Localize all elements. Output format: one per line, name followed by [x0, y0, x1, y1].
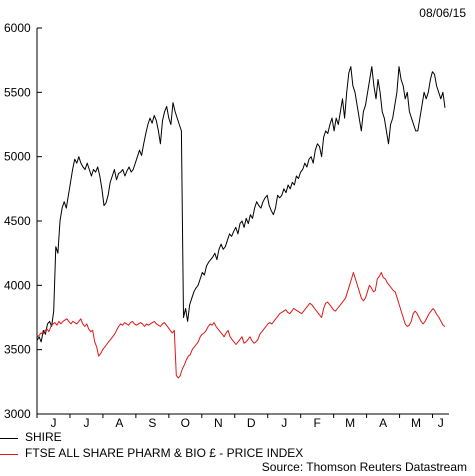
x-tick-label: O [181, 416, 190, 430]
series-line-shire [36, 66, 446, 343]
x-tick-label: J [50, 416, 56, 430]
x-tick-label: A [115, 416, 123, 430]
x-tick-label: F [313, 416, 320, 430]
y-tick-label: 4000 [4, 278, 31, 292]
source-credit: Source: Thomson Reuters Datastream [261, 460, 467, 474]
chart-date: 08/06/15 [419, 6, 466, 20]
series-line-ftse [36, 272, 446, 379]
x-tick-label: N [214, 416, 223, 430]
legend-label-ftse: FTSE ALL SHARE PHARM & BIO £ - PRICE IND… [25, 446, 304, 460]
y-tick-label: 3500 [4, 343, 31, 357]
x-tick-label: M [345, 416, 355, 430]
y-tick-label: 5000 [4, 150, 31, 164]
legend-swatch-shire [0, 438, 18, 439]
x-tick-label: J [438, 416, 444, 430]
y-tick-label: 3000 [4, 407, 31, 421]
y-tick-label: 4500 [4, 214, 31, 228]
y-tick-label: 5500 [4, 85, 31, 99]
x-tick-label: J [83, 416, 89, 430]
x-tick-label: D [247, 416, 256, 430]
x-tick-label: J [281, 416, 287, 430]
legend-swatch-ftse [0, 454, 18, 455]
legend-label-shire: SHIRE [25, 430, 62, 444]
y-tick-label: 6000 [4, 21, 31, 35]
x-tick-label: S [148, 416, 156, 430]
x-tick-label: M [411, 416, 421, 430]
x-tick-label: A [379, 416, 387, 430]
